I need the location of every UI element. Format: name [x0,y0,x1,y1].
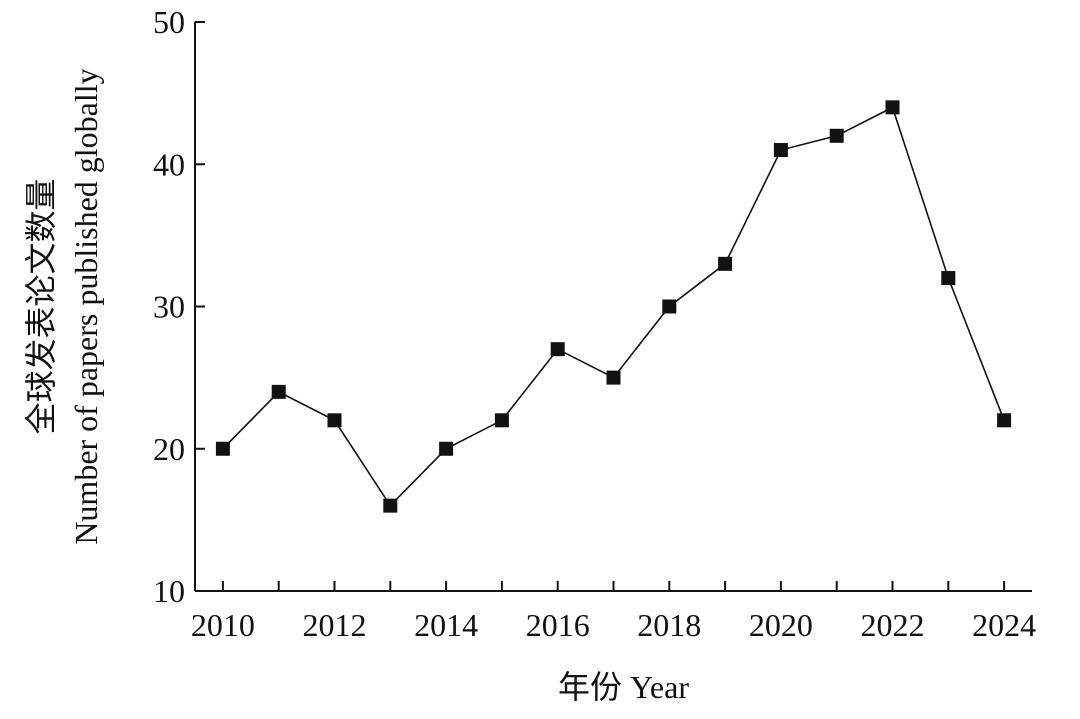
y-tick-label: 20 [153,431,185,467]
series-line [222,106,1005,507]
y-tick-label: 30 [153,289,185,325]
data-point [327,413,342,428]
data-point [215,441,230,456]
data-point [550,342,565,357]
data-point [997,413,1012,428]
x-tick-label: 2014 [414,607,478,643]
data-point [271,384,286,399]
data-point [829,128,844,143]
data-point [606,370,621,385]
x-axis-title: 年份 Year [558,669,689,705]
y-ticks: 10 20 30 40 50 [153,4,205,609]
y-axis-title-chinese: 全球发表论文数量 [23,178,59,434]
y-tick-label: 50 [153,4,185,40]
data-point [383,498,398,513]
data-point [439,441,454,456]
x-tick-label: 2010 [191,607,255,643]
x-tick-label: 2012 [303,607,367,643]
data-point [662,299,677,314]
data-point [941,271,956,286]
data-point [773,143,788,158]
series [215,100,1012,513]
x-tick-label: 2022 [861,607,925,643]
data-point [885,100,900,115]
data-point [494,413,509,428]
data-point [718,256,733,271]
x-tick-label: 2024 [972,607,1036,643]
x-ticks: 2010 2012 2014 2016 2018 2020 2022 2024 [191,581,1036,643]
y-axis-title-english: Number of papers published globally [68,68,104,544]
y-tick-label: 40 [153,146,185,182]
x-tick-label: 2016 [526,607,590,643]
y-tick-label: 10 [153,573,185,609]
x-tick-label: 2020 [749,607,813,643]
axes [194,22,1032,592]
x-tick-label: 2018 [637,607,701,643]
